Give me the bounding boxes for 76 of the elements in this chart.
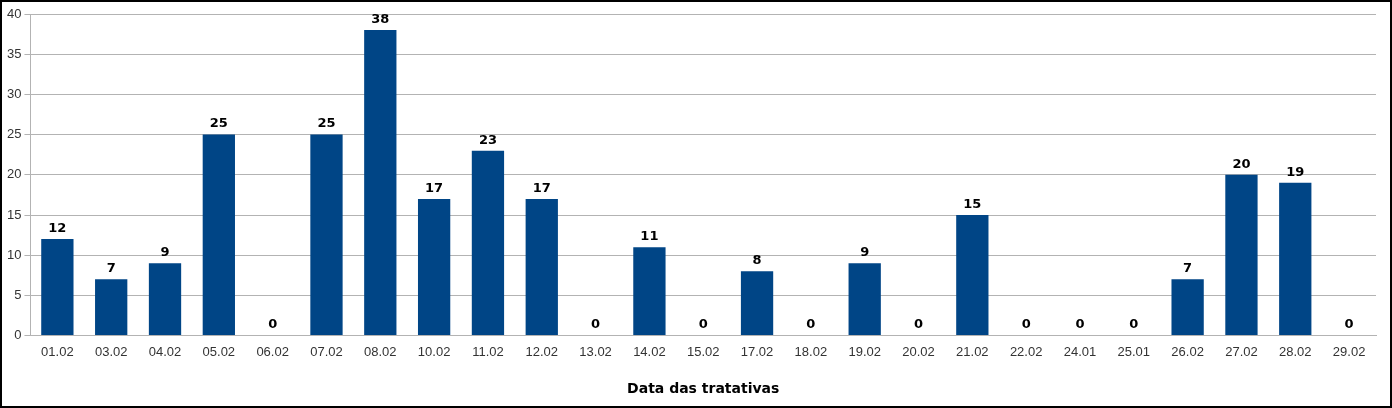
- x-tick-label: 17.02: [740, 343, 774, 359]
- x-tick-label: 28.02: [1278, 343, 1312, 359]
- x-tick-label: 22.02: [1009, 343, 1043, 359]
- bar: [364, 30, 397, 336]
- data-label: 7: [1183, 260, 1193, 276]
- x-tick-label: 07.02: [310, 343, 343, 359]
- y-tick-label: 35: [6, 45, 22, 61]
- data-label: 12: [48, 219, 67, 235]
- y-tick-label: 25: [6, 126, 22, 142]
- x-tick-label: 10.02: [417, 343, 451, 359]
- bar: [525, 198, 558, 336]
- data-label: 15: [963, 195, 982, 211]
- x-tick-label: 19.02: [848, 343, 881, 359]
- x-tick-label: 12.02: [525, 343, 559, 359]
- y-tick-label: 10: [6, 246, 22, 262]
- data-label: 0: [1129, 316, 1139, 332]
- data-label: 38: [371, 10, 390, 26]
- data-label: 11: [640, 228, 659, 244]
- bar: [417, 198, 451, 336]
- data-label: 0: [698, 316, 708, 332]
- y-tick-label: 15: [6, 206, 22, 222]
- bar: [148, 263, 182, 336]
- y-tick-label: 30: [6, 85, 22, 101]
- data-label: 23: [478, 131, 497, 147]
- bar: [41, 239, 74, 336]
- x-axis-title: Data das tratativas: [627, 380, 780, 397]
- bar: [1171, 279, 1204, 336]
- x-tick-label: 27.02: [1225, 343, 1258, 359]
- bar: [633, 247, 666, 336]
- y-tick-label: 5: [14, 286, 22, 302]
- bar: [1225, 174, 1258, 336]
- data-label: 7: [106, 260, 116, 276]
- x-tick-label: 26.02: [1171, 343, 1204, 359]
- data-label: 0: [913, 316, 924, 332]
- bar: [956, 215, 989, 336]
- x-tick-label: 03.02: [94, 343, 128, 359]
- bar: [848, 263, 881, 336]
- data-label: 25: [317, 115, 336, 131]
- data-label: 25: [209, 115, 228, 131]
- bar: [471, 150, 505, 336]
- x-tick-label: 15.02: [686, 343, 720, 359]
- data-label: 9: [160, 244, 170, 260]
- x-tick-label: 25.01: [1117, 343, 1151, 359]
- x-tick-label: 18.02: [794, 343, 828, 359]
- x-tick-label: 13.02: [579, 343, 612, 359]
- x-tick-label: 04.02: [148, 343, 182, 359]
- data-label: 19: [1286, 163, 1305, 179]
- data-label: 0: [1344, 316, 1354, 332]
- data-label: 0: [1021, 316, 1031, 332]
- bar: [1279, 182, 1312, 336]
- data-label: 0: [1075, 316, 1085, 332]
- bar: [95, 279, 128, 336]
- x-tick-label: 29.02: [1332, 343, 1366, 359]
- y-tick-label: 40: [6, 5, 22, 21]
- x-tick-label: 21.02: [956, 343, 989, 359]
- x-tick-label: 24.01: [1063, 343, 1097, 359]
- data-label: 8: [752, 252, 762, 268]
- bar: [202, 134, 235, 336]
- data-label: 0: [591, 316, 601, 332]
- bar: [310, 134, 343, 336]
- data-label: 0: [806, 316, 816, 332]
- data-label: 9: [860, 244, 870, 260]
- data-label: 20: [1232, 155, 1251, 171]
- x-tick-label: 05.02: [202, 343, 236, 359]
- data-label: 17: [425, 179, 444, 195]
- x-tick-label: 14.02: [633, 343, 666, 359]
- y-tick-label: 0: [14, 327, 22, 343]
- data-label: 17: [532, 179, 551, 195]
- x-tick-label: 01.02: [41, 343, 74, 359]
- x-tick-label: 11.02: [472, 343, 504, 359]
- x-tick-label: 08.02: [364, 343, 397, 359]
- x-tick-label: 20.02: [902, 343, 935, 359]
- bar: [740, 271, 774, 336]
- x-tick-label: 06.02: [256, 343, 289, 359]
- data-label: 0: [268, 316, 278, 332]
- y-tick-label: 20: [6, 166, 22, 182]
